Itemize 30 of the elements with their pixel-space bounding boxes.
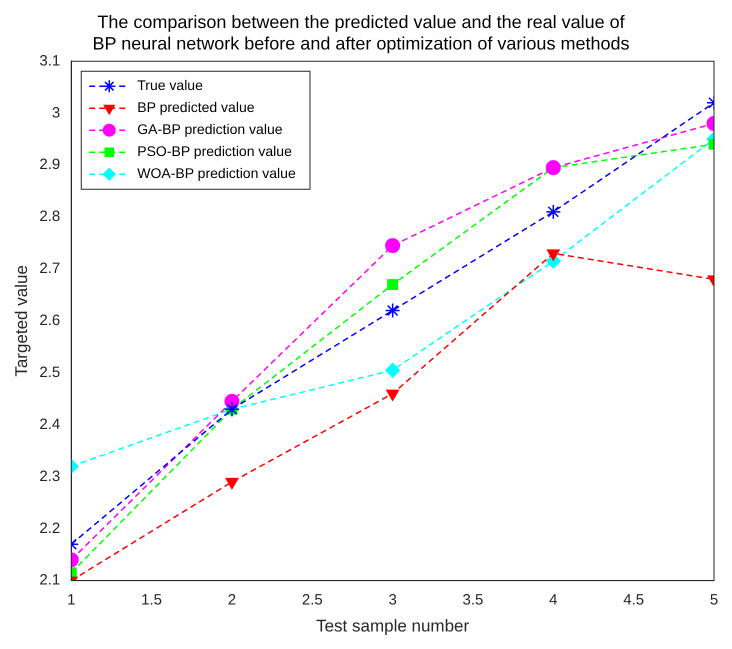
y-tick-label: 2.4 <box>39 416 60 433</box>
x-tick-label: 2 <box>228 592 236 609</box>
y-tick-label: 2.6 <box>39 312 60 330</box>
y-tick-label: 3 <box>52 104 60 122</box>
x-tick-label: 2.5 <box>302 592 323 609</box>
legend-label: BP predicted value <box>137 99 255 116</box>
y-tick-label: 2.1 <box>39 572 60 589</box>
y-tick-label: 2.7 <box>39 260 60 278</box>
x-tick-label: 3.5 <box>462 592 484 609</box>
x-tick-label: 3 <box>388 592 397 609</box>
legend-label: PSO-BP prediction value <box>137 143 292 160</box>
x-axis-title: Test sample number <box>316 616 470 636</box>
point <box>385 238 400 254</box>
x-tick-label: 4 <box>549 592 558 609</box>
y-tick-label: 2.8 <box>39 208 60 226</box>
y-tick-label: 2.5 <box>39 364 60 381</box>
legend-label: GA-BP prediction value <box>137 121 283 138</box>
y-axis-title: Targeted value <box>12 265 31 377</box>
y-tick-label: 2.3 <box>39 468 60 485</box>
point <box>384 302 400 318</box>
x-tick-label: 4.5 <box>623 592 644 609</box>
legend-label: WOA-BP prediction value <box>137 165 296 182</box>
x-tick-label: 1 <box>67 592 76 609</box>
legend-label: True value <box>137 77 204 94</box>
y-tick-label: 3.1 <box>39 52 60 70</box>
x-tick-label: 5 <box>710 592 718 609</box>
chart-title: The comparison between the predicted value and the real value of BP neural network before and after optimization of various methods <box>92 12 630 54</box>
x-tick-label: 1.5 <box>141 592 162 609</box>
y-tick-label: 2.9 <box>39 156 60 174</box>
y-tick-label: 2.2 <box>39 520 60 537</box>
